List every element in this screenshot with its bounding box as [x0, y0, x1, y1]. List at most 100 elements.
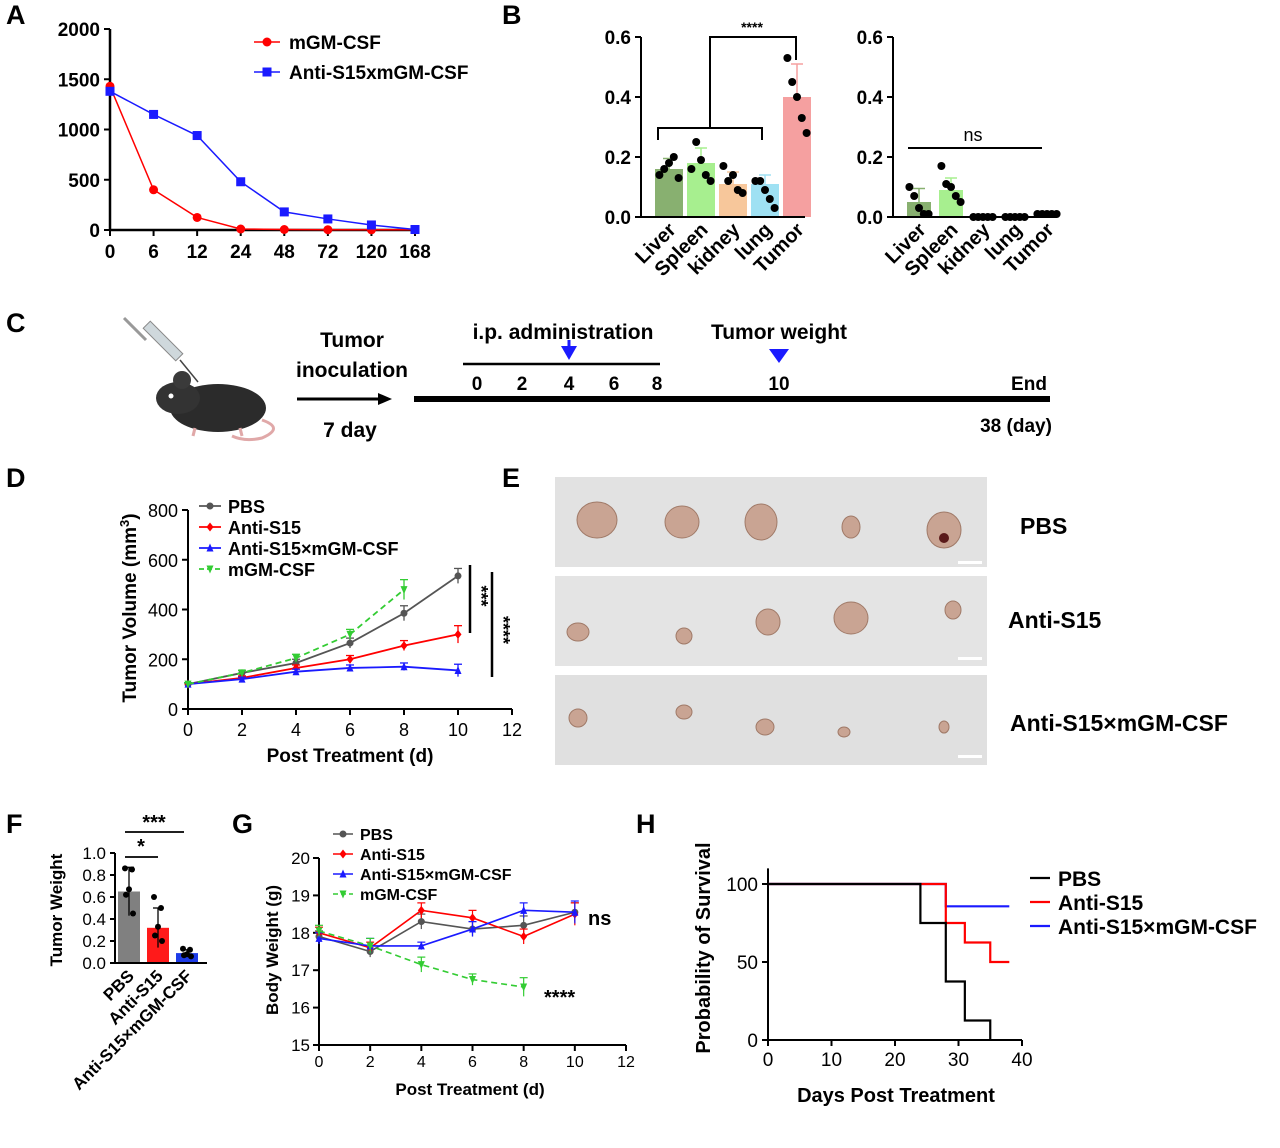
data-point	[292, 654, 300, 663]
admin-day-0: 0	[472, 374, 483, 395]
data-point	[279, 224, 289, 234]
data-point	[315, 927, 323, 936]
significance-label: ****	[741, 19, 763, 35]
legend-label: Anti-S15	[228, 518, 301, 538]
data-point	[400, 609, 408, 617]
y-tick-label: 500	[68, 171, 100, 192]
y-tick-label: 2000	[58, 20, 100, 41]
data-point	[410, 224, 420, 234]
y-tick-label: 0.0	[82, 954, 106, 973]
y-tick-label: 0.0	[857, 208, 883, 229]
y-axis-title: Tumor Volume (mm3)	[117, 513, 141, 702]
series-line	[187, 665, 459, 686]
timeline-arrow-icon	[378, 393, 392, 405]
x-tick-label: 0	[763, 1050, 774, 1071]
x-axis-title: Post Treatment (d)	[395, 1080, 544, 1099]
significance-label: ***	[471, 585, 491, 606]
panel-label-d: D	[6, 463, 26, 493]
legend-label: Anti-S15	[1058, 892, 1144, 915]
bar	[783, 97, 811, 217]
x-tick-label: 12	[502, 720, 522, 740]
data-point	[236, 224, 246, 234]
y-tick-label: 0.6	[857, 28, 883, 49]
x-tick-label: 12	[187, 242, 208, 263]
data-point	[400, 586, 408, 595]
data-point	[454, 572, 462, 580]
data-point	[366, 220, 376, 230]
data-point	[706, 177, 715, 185]
tumor-sample	[833, 601, 869, 635]
data-point	[181, 952, 187, 959]
significance-bracket	[657, 127, 763, 140]
panel-label-a: A	[6, 0, 26, 30]
x-tick-label: 12	[617, 1054, 635, 1071]
legend-marker	[339, 830, 347, 838]
data-point	[905, 183, 914, 191]
x-tick-label: 6	[345, 720, 355, 740]
data-point	[454, 629, 462, 639]
y-tick-label: 0.4	[82, 910, 106, 929]
data-point	[765, 195, 774, 203]
survival-curve	[768, 882, 1010, 964]
x-tick-label: 72	[317, 242, 338, 263]
data-point	[692, 138, 701, 146]
y-tick-label: 18	[291, 924, 310, 943]
data-point	[417, 905, 425, 915]
legend-label: mGM-CSF	[289, 33, 381, 54]
data-point	[152, 932, 158, 939]
x-tick-label: Anti-S15×mGM-CSF	[69, 966, 196, 1093]
x-tick-label: 0	[183, 720, 193, 740]
data-point	[669, 153, 678, 161]
data-point	[346, 630, 354, 639]
y-tick-label: 600	[148, 551, 178, 571]
survival-curve	[768, 882, 992, 1040]
data-point	[315, 933, 323, 942]
data-point	[346, 639, 354, 647]
x-tick-label: 2	[366, 1054, 375, 1071]
x-tick-label: 4	[291, 720, 301, 740]
data-point	[660, 165, 669, 173]
data-point	[469, 913, 476, 923]
data-point	[520, 983, 528, 992]
data-point	[729, 171, 737, 179]
series-line	[318, 909, 575, 947]
admin-arrow-icon	[561, 346, 577, 360]
y-tick-label: 0.2	[857, 148, 883, 169]
tumor-sample	[664, 505, 700, 539]
y-tick-label: 0.0	[605, 208, 631, 229]
data-point	[947, 183, 955, 191]
annotation-significance: ****	[544, 987, 575, 1009]
data-point	[520, 921, 528, 929]
weight-day-label: 10	[768, 374, 789, 395]
legend-label: Anti-S15×mGM-CSF	[360, 867, 512, 884]
legend-label: mGM-CSF	[228, 560, 315, 580]
tumor-sample	[938, 720, 950, 734]
data-point	[192, 131, 202, 141]
tumor-photo-panel: PBS Anti-S15 Anti-S15×mGM-CSF	[555, 477, 1228, 765]
x-tick-label: 20	[884, 1050, 905, 1071]
y-tick-label: 1500	[58, 70, 100, 91]
data-point	[158, 905, 164, 911]
legend-marker	[206, 543, 214, 552]
x-tick-label: 8	[519, 1054, 528, 1071]
legend-label: PBS	[360, 827, 393, 844]
tumor-inoculation-label-2: inoculation	[296, 359, 408, 382]
legend-label: mGM-CSF	[360, 887, 438, 904]
data-point	[454, 665, 462, 674]
y-tick-label: 15	[291, 1036, 310, 1055]
admin-day-8: 8	[652, 374, 663, 395]
panel-label-c: C	[6, 308, 26, 338]
x-tick-label: 10	[821, 1050, 842, 1071]
legend-marker	[262, 37, 272, 47]
x-tick-label: 6	[148, 242, 159, 263]
data-point	[180, 945, 186, 952]
annotation-ns: ns	[588, 908, 611, 930]
data-point	[674, 174, 683, 182]
data-point	[417, 941, 425, 950]
admin-label: i.p. administration	[473, 321, 654, 344]
legend-marker	[339, 869, 347, 878]
tumor-sample	[755, 718, 775, 736]
tumor-sample	[566, 622, 590, 642]
data-point	[783, 54, 792, 62]
